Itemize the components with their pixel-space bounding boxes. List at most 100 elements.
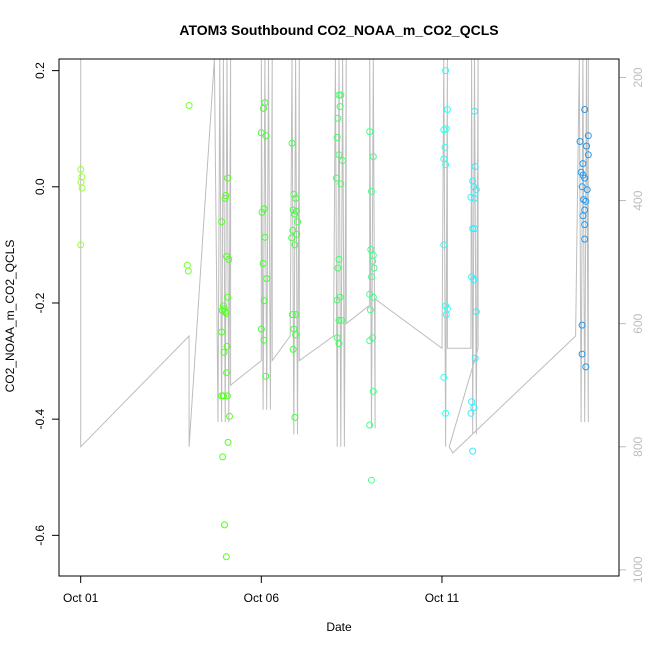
data-point-69 [333, 174, 340, 182]
data-point-28 [224, 438, 232, 446]
data-point-93 [366, 421, 374, 429]
data-point-134 [578, 183, 586, 191]
data-point-109 [471, 163, 479, 170]
data-point-126 [584, 132, 592, 140]
data-point-66 [333, 133, 341, 141]
data-point-139 [579, 212, 587, 220]
data-point-63 [337, 91, 345, 99]
data-point-26 [223, 392, 231, 400]
y2-tick-label: 800 [631, 436, 645, 456]
data-point-20 [218, 328, 226, 336]
data-point-37 [258, 208, 266, 216]
data-point-75 [335, 316, 343, 324]
data-point-7 [184, 267, 192, 275]
data-point-78 [335, 340, 343, 348]
data-point-31 [222, 553, 230, 561]
data-point-123 [467, 409, 475, 417]
data-point-98 [442, 125, 450, 133]
data-point-141 [581, 235, 589, 243]
data-point-99 [441, 143, 449, 151]
data-point-112 [472, 186, 480, 194]
data-point-129 [584, 151, 592, 159]
x-tick-label: Oct 06 [244, 591, 280, 605]
data-point-107 [442, 409, 450, 417]
data-point-68 [339, 157, 347, 165]
data-point-19 [222, 309, 230, 317]
data-point-96 [443, 106, 451, 113]
y-tick-label: 0.2 [33, 62, 47, 79]
data-point-40 [263, 275, 271, 283]
data-point-130 [579, 160, 587, 168]
data-point-1 [78, 173, 86, 181]
data-point-38 [261, 233, 269, 241]
data-point-47 [292, 194, 300, 202]
data-point-11 [218, 218, 226, 226]
data-point-43 [260, 336, 268, 344]
data-point-140 [581, 221, 589, 229]
y2-tick-label: 200 [631, 67, 645, 87]
y-tick-label: 0.0 [33, 178, 47, 195]
data-point-116 [471, 225, 478, 233]
data-point-76 [338, 316, 345, 324]
data-point-13 [225, 255, 233, 263]
x-tick-label: Oct 01 [63, 591, 99, 605]
data-point-36 [260, 205, 268, 213]
data-point-85 [370, 264, 378, 272]
data-point-22 [220, 348, 228, 356]
x-tick-label: Oct 11 [425, 591, 460, 605]
data-point-122 [470, 404, 478, 411]
data-point-59 [292, 331, 300, 339]
data-point-55 [291, 241, 299, 249]
data-point-41 [260, 297, 268, 305]
data-point-120 [471, 354, 479, 362]
data-point-33 [260, 104, 267, 112]
data-point-44 [262, 372, 270, 380]
data-point-10 [221, 194, 229, 202]
data-point-82 [367, 246, 375, 253]
y-axis-label: CO2_NOAA_m_CO2_QCLS [3, 240, 17, 393]
y2-tick-label: 1000 [631, 556, 645, 583]
data-point-106 [440, 373, 448, 381]
data-point-9 [222, 192, 230, 199]
data-point-14 [224, 293, 232, 301]
data-point-25 [219, 392, 227, 400]
axes-layer: Oct 01 Oct 06 Oct 11 -0.6 -0.4 -0.2 0.0 0.2 200 4… [33, 62, 645, 605]
data-point-21 [223, 343, 231, 350]
data-point-3 [78, 184, 86, 192]
data-point-94 [368, 476, 375, 484]
data-point-119 [472, 308, 480, 316]
data-point-95 [442, 67, 450, 75]
data-point-8 [224, 174, 232, 182]
data-point-89 [366, 306, 374, 314]
data-point-137 [582, 197, 590, 205]
chart-title: ATOM3 Southbound CO2_NOAA_m_CO2_QCLS [179, 22, 498, 38]
data-point-23 [223, 369, 231, 377]
data-point-114 [467, 193, 475, 201]
data-point-35 [262, 132, 270, 140]
data-point-121 [468, 398, 476, 406]
data-point-39 [259, 260, 267, 267]
data-point-144 [582, 363, 590, 371]
y2-tick-label: 600 [631, 313, 645, 333]
data-point-61 [291, 413, 299, 421]
data-point-101 [442, 161, 450, 169]
data-point-45 [288, 139, 296, 147]
y-tick-label: -0.2 [33, 292, 47, 313]
data-point-65 [334, 114, 342, 122]
data-point-142 [578, 321, 586, 329]
data-point-135 [583, 186, 591, 194]
x-axis-label: Date [326, 620, 352, 634]
data-point-4 [77, 241, 85, 249]
data-point-52 [289, 226, 297, 234]
data-point-64 [336, 103, 344, 111]
data-point-56 [288, 311, 296, 319]
data-point-128 [583, 142, 590, 150]
data-point-60 [289, 345, 297, 353]
data-point-50 [291, 210, 299, 218]
data-point-54 [288, 234, 296, 242]
plot-frame [58, 58, 620, 577]
data-point-51 [294, 218, 301, 226]
data-point-71 [335, 255, 343, 263]
